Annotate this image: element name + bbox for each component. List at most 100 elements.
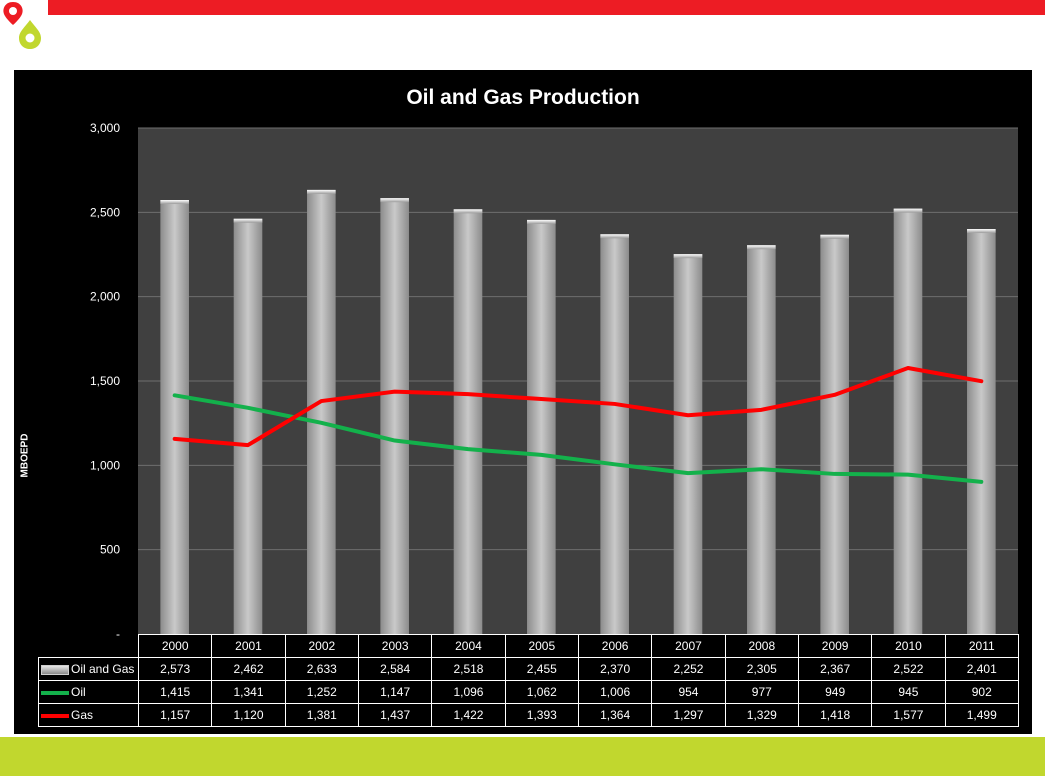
data-label: 1,120 <box>211 703 286 727</box>
data-label: 1,297 <box>651 703 726 727</box>
x-tick-label: 2002 <box>284 634 359 658</box>
data-label: 2,633 <box>284 657 359 681</box>
data-label: 1,415 <box>137 680 213 704</box>
y-tick-label: 1,000 <box>90 458 120 472</box>
bar-cap <box>820 234 849 239</box>
data-label: 1,329 <box>724 703 799 727</box>
x-tick-label: 2006 <box>577 634 653 658</box>
x-tick-label: 2005 <box>504 634 579 658</box>
legend-label: Oil and Gas <box>71 662 135 676</box>
bar <box>747 245 776 634</box>
x-tick-label: 2011 <box>944 634 1019 658</box>
bar <box>820 234 849 635</box>
legend-label: Oil <box>71 685 86 699</box>
legend-entry: Gas <box>38 703 139 727</box>
x-tick-label: 2007 <box>651 634 726 658</box>
header-red-bar <box>48 0 1045 15</box>
bar <box>673 254 703 635</box>
legend-entry: Oil <box>38 680 139 704</box>
legend-key <box>41 690 69 695</box>
bar <box>600 234 629 634</box>
chart-panel: Oil and Gas Production - 500 1,000 1,500 2,0… <box>14 70 1032 734</box>
data-label: 949 <box>797 680 873 704</box>
data-label: 1,422 <box>431 703 506 727</box>
data-label: 1,381 <box>284 703 359 727</box>
data-label: 2,584 <box>357 657 433 681</box>
chart-title: Oil and Gas Production <box>406 86 640 109</box>
data-label: 1,499 <box>944 703 1019 727</box>
x-tick-label: 2001 <box>211 634 286 658</box>
data-label: 1,437 <box>357 703 433 727</box>
data-label: 2,522 <box>871 657 946 681</box>
data-label: 2,518 <box>431 657 506 681</box>
legend-key <box>41 713 69 718</box>
bar-cap <box>233 218 263 223</box>
data-label: 1,062 <box>504 680 579 704</box>
y-tick-label: 3,000 <box>90 121 120 135</box>
y-tick-label: 2,000 <box>90 290 120 304</box>
bar <box>380 198 409 634</box>
bar <box>527 219 556 634</box>
bar <box>453 209 483 634</box>
bar-cap <box>747 245 776 250</box>
data-label: 954 <box>651 680 726 704</box>
data-label: 2,367 <box>797 657 873 681</box>
data-label: 902 <box>944 680 1019 704</box>
brand-logo-icon <box>3 2 41 49</box>
series-line-gas <box>172 366 984 448</box>
x-tick-label: 2004 <box>431 634 506 658</box>
data-table: 2000 2001 2002 2003 2004 2005 2006 2007 2008 2009… <box>38 634 1019 727</box>
data-label: 1,157 <box>137 703 213 727</box>
bar-cap <box>160 200 189 205</box>
series-line-oil <box>172 393 984 484</box>
bar <box>893 208 923 634</box>
bar-cap <box>453 209 483 214</box>
data-label: 1,341 <box>211 680 286 704</box>
bar-cap <box>307 189 336 194</box>
x-tick-label: 2003 <box>357 634 433 658</box>
data-label: 977 <box>724 680 799 704</box>
chart-canvas: - 500 1,000 1,500 2,000 2,500 3,000 <box>90 121 1018 641</box>
bar <box>307 189 336 634</box>
data-label: 1,364 <box>577 703 653 727</box>
y-tick-label: 1,500 <box>90 374 120 388</box>
data-label: 2,370 <box>577 657 653 681</box>
bar-cap <box>673 254 703 259</box>
x-tick-label: 2000 <box>137 634 213 658</box>
bar-cap <box>893 208 923 213</box>
table-row: Gas 1,157 1,120 1,381 1,437 1,422 1,393 1,364 1,… <box>38 703 1019 727</box>
bar <box>967 229 996 635</box>
legend-entry: Oil and Gas <box>38 657 139 681</box>
data-label: 2,401 <box>944 657 1019 681</box>
data-label: 1,393 <box>504 703 579 727</box>
data-label: 1,147 <box>357 680 433 704</box>
bar <box>160 200 189 634</box>
x-tick-label: 2008 <box>724 634 799 658</box>
bar <box>233 218 263 634</box>
bar-cap <box>380 198 409 203</box>
data-label: 1,096 <box>431 680 506 704</box>
data-label: 2,462 <box>211 657 286 681</box>
table-row: Oil and Gas 2,573 2,462 2,633 2,584 2,518 2,45… <box>38 657 1019 681</box>
data-label: 2,455 <box>504 657 579 681</box>
data-label: 1,577 <box>871 703 946 727</box>
y-tick-label: 500 <box>100 543 120 557</box>
data-label: 1,006 <box>577 680 653 704</box>
y-tick-label: 2,500 <box>90 205 120 219</box>
data-label: 945 <box>871 680 946 704</box>
legend-key <box>41 664 69 675</box>
data-label: 1,418 <box>797 703 873 727</box>
footer-green-bar <box>0 737 1045 776</box>
table-row: Oil 1,415 1,341 1,252 1,147 1,096 1,062 1,006 95… <box>38 680 1019 704</box>
bar-cap <box>967 229 996 234</box>
data-label: 2,573 <box>137 657 213 681</box>
bar-cap <box>527 219 556 224</box>
data-label: 1,252 <box>284 680 359 704</box>
x-tick-label: 2009 <box>797 634 873 658</box>
bar-cap <box>600 234 629 239</box>
y-tick-label: - <box>116 627 120 641</box>
data-label: 2,252 <box>651 657 726 681</box>
legend-label: Gas <box>71 708 94 722</box>
table-corner <box>38 634 139 658</box>
data-label: 2,305 <box>724 657 799 681</box>
